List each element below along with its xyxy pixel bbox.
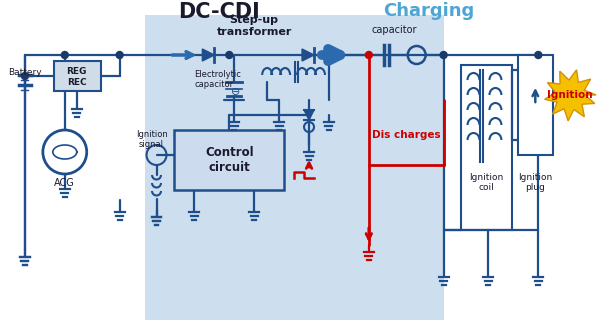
FancyBboxPatch shape bbox=[54, 61, 101, 91]
Text: Step-up
transformer: Step-up transformer bbox=[216, 15, 292, 37]
Text: Ignition
signal: Ignition signal bbox=[135, 130, 167, 149]
Text: Ignition
plug: Ignition plug bbox=[518, 173, 552, 192]
Text: Ignition: Ignition bbox=[547, 90, 593, 100]
Circle shape bbox=[226, 51, 233, 58]
Polygon shape bbox=[544, 70, 596, 121]
Text: ACG: ACG bbox=[55, 178, 75, 188]
Circle shape bbox=[365, 51, 373, 58]
Circle shape bbox=[535, 51, 541, 58]
Circle shape bbox=[440, 51, 447, 58]
Bar bbox=[174, 130, 284, 190]
Bar bbox=[518, 55, 553, 155]
Polygon shape bbox=[304, 110, 314, 120]
Text: Ignition
coil: Ignition coil bbox=[470, 173, 504, 192]
Circle shape bbox=[116, 51, 123, 58]
Polygon shape bbox=[302, 49, 314, 61]
Circle shape bbox=[61, 51, 68, 58]
Bar bbox=[461, 65, 512, 230]
Text: REG
REC: REG REC bbox=[66, 67, 87, 87]
Bar bbox=[144, 15, 444, 320]
Text: Battery: Battery bbox=[8, 68, 42, 77]
Text: capacitor: capacitor bbox=[371, 25, 416, 35]
Circle shape bbox=[22, 73, 28, 80]
Text: Dis charges: Dis charges bbox=[373, 130, 441, 140]
Text: Electrolytic
capacitor: Electrolytic capacitor bbox=[195, 70, 241, 89]
Text: Charging: Charging bbox=[383, 2, 474, 20]
Text: Control
circuit: Control circuit bbox=[205, 146, 253, 174]
Text: ⊖: ⊖ bbox=[231, 87, 240, 97]
Polygon shape bbox=[202, 49, 214, 61]
Text: DC-CDI: DC-CDI bbox=[179, 2, 260, 22]
Circle shape bbox=[325, 51, 332, 58]
